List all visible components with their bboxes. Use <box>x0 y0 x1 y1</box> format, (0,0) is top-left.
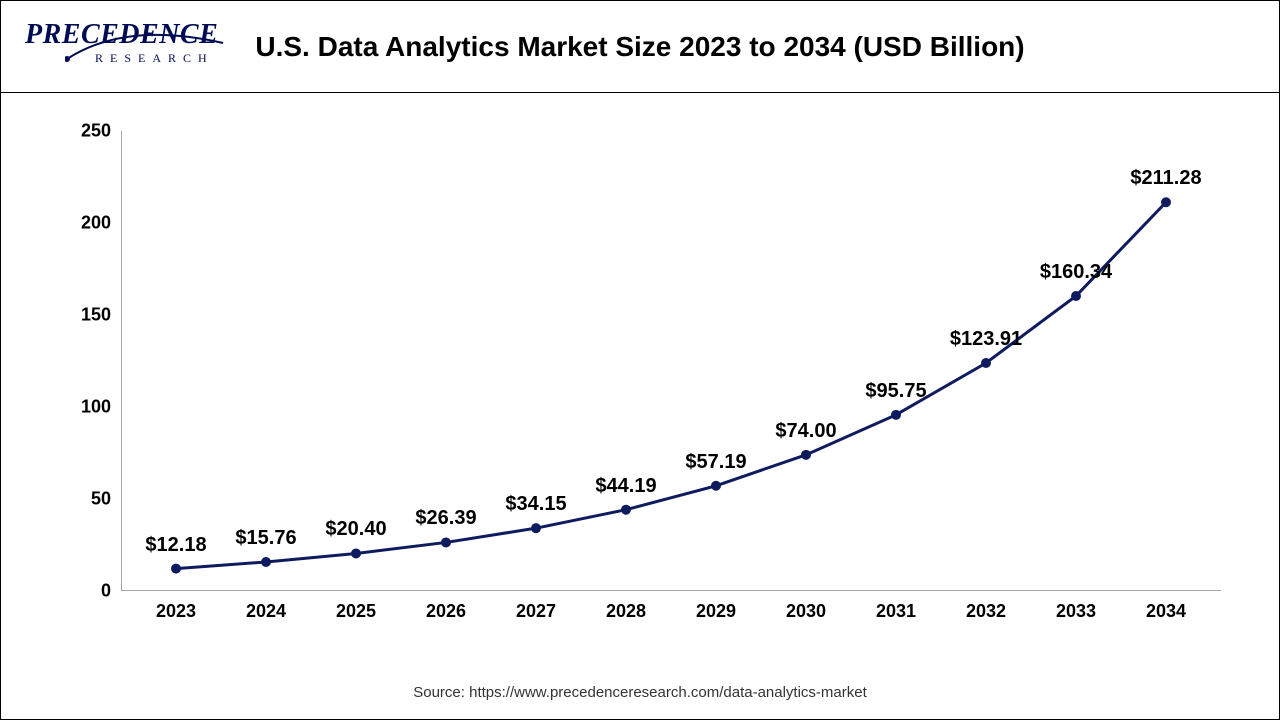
logo-sub-text: RESEARCH <box>95 51 214 66</box>
y-axis-tick-label: 200 <box>61 213 111 234</box>
data-point-label: $15.76 <box>235 527 296 550</box>
y-axis-tick-label: 150 <box>61 305 111 326</box>
x-axis-tick-label: 2033 <box>1056 601 1096 622</box>
y-axis-tick-label: 50 <box>61 489 111 510</box>
y-axis-tick-label: 0 <box>61 581 111 602</box>
x-axis-tick-label: 2023 <box>156 601 196 622</box>
x-axis-tick-label: 2025 <box>336 601 376 622</box>
x-axis-tick-label: 2031 <box>876 601 916 622</box>
data-point-label: $74.00 <box>775 420 836 443</box>
chart-source-text: Source: https://www.precedenceresearch.c… <box>1 684 1279 701</box>
x-axis-tick-label: 2029 <box>696 601 736 622</box>
x-axis-tick-label: 2034 <box>1146 601 1186 622</box>
line-chart-svg <box>121 131 1221 591</box>
x-axis-tick-label: 2032 <box>966 601 1006 622</box>
x-axis-tick-label: 2024 <box>246 601 286 622</box>
x-axis-tick-label: 2026 <box>426 601 466 622</box>
data-point-label: $123.91 <box>950 328 1022 351</box>
data-point-label: $160.34 <box>1040 261 1112 284</box>
x-axis-tick-label: 2027 <box>516 601 556 622</box>
y-axis-tick-label: 250 <box>61 121 111 142</box>
data-point-label: $44.19 <box>595 475 656 498</box>
y-axis-tick-label: 100 <box>61 397 111 418</box>
brand-logo: PRECEDENCE RESEARCH <box>25 19 218 51</box>
x-axis-tick-label: 2030 <box>786 601 826 622</box>
data-point-label: $57.19 <box>685 451 746 474</box>
data-point-label: $26.39 <box>415 507 476 530</box>
x-axis-tick-label: 2028 <box>606 601 646 622</box>
data-point-label: $34.15 <box>505 493 566 516</box>
data-point-label: $211.28 <box>1130 167 1201 190</box>
data-point-label: $95.75 <box>865 380 926 403</box>
data-point-label: $20.40 <box>325 518 386 541</box>
chart-header: PRECEDENCE RESEARCH U.S. Data Analytics … <box>1 1 1279 93</box>
data-point-label: $12.18 <box>145 534 206 557</box>
chart-area: 0501001502002502023202420252026202720282… <box>61 131 1241 631</box>
